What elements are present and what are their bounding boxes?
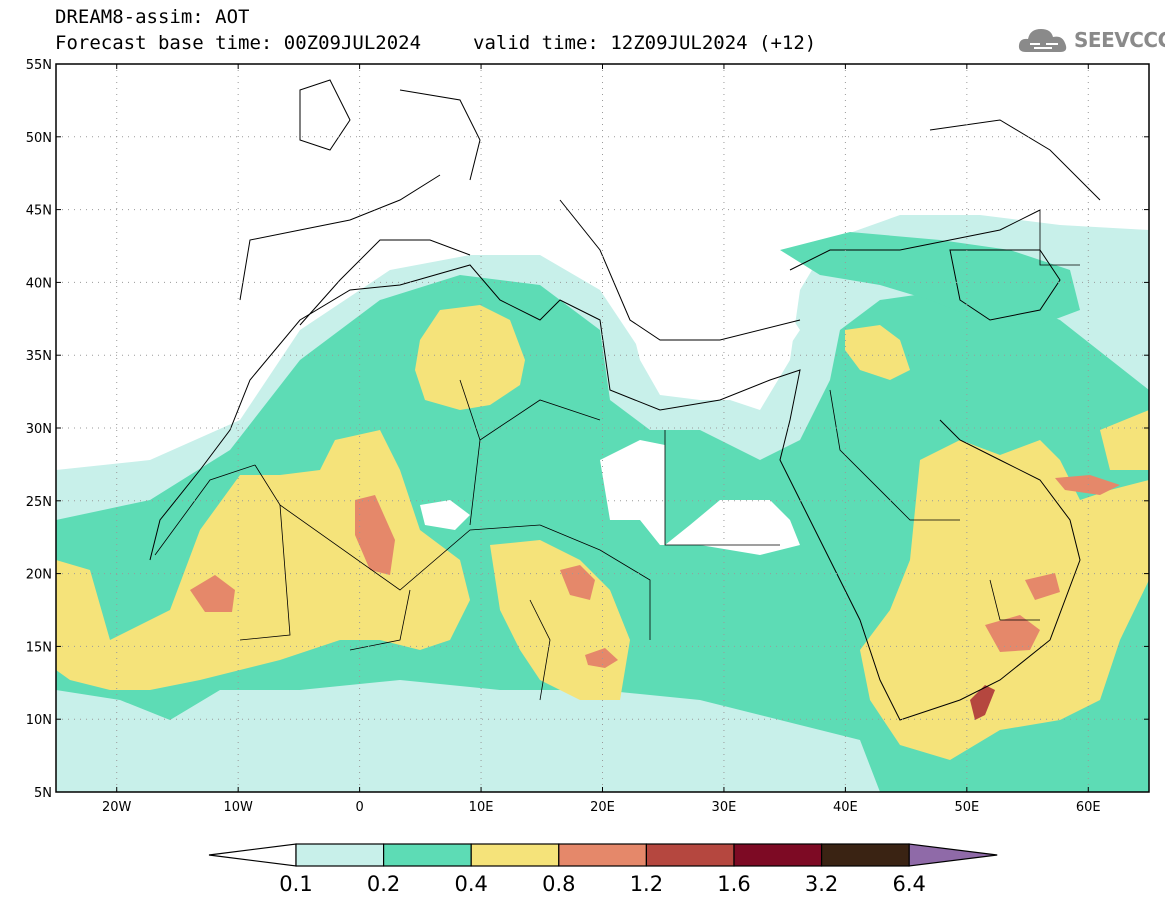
colorbar-swatch	[383, 843, 472, 867]
lat-tick-label: 30N	[26, 422, 52, 437]
colorbar-swatch	[470, 843, 560, 867]
lon-tick-label: 20E	[590, 800, 615, 815]
lon-tick-label: 50E	[954, 800, 979, 815]
aot-level-1.2	[970, 685, 995, 720]
forecast-base-time: Forecast base time: 00Z09JUL2024	[55, 32, 422, 54]
longitude-axis: 20W 10W 0 10E 20E 30E 40E 50E 60E	[102, 64, 1101, 815]
lon-tick-label: 40E	[833, 800, 858, 815]
map-title: DREAM8-assim: AOT	[55, 6, 250, 28]
colorbar-swatch	[295, 843, 385, 867]
time-info: Forecast base time: 00Z09JUL2024 valid ti…	[55, 33, 816, 53]
seevccc-logo: SEEVCCC	[1016, 22, 1165, 58]
lon-tick-label: 30E	[712, 800, 737, 815]
lat-tick-label: 25N	[26, 495, 52, 510]
colorbar-swatch	[820, 843, 910, 867]
colorbar-label: 0.1	[279, 872, 312, 896]
country-borders	[154, 210, 1080, 701]
aot-level-0.4	[56, 305, 1149, 760]
colorbar-low-triangle	[208, 843, 297, 867]
colorbar-label: 0.2	[367, 872, 400, 896]
lat-tick-label: 15N	[26, 640, 52, 655]
lon-tick-label: 20W	[102, 800, 132, 815]
graticule	[56, 64, 1149, 792]
lat-tick-label: 35N	[26, 349, 52, 364]
lon-tick-label: 10E	[469, 800, 494, 815]
colorbar-label: 1.2	[630, 872, 663, 896]
lon-tick-label: 60E	[1076, 800, 1101, 815]
lat-tick-label: 40N	[26, 276, 52, 291]
lat-tick-label: 20N	[26, 568, 52, 583]
colorbar: 0.1 0.2 0.4 0.8 1.2 1.6 3.2 6.4	[208, 843, 998, 896]
lat-tick-label: 10N	[26, 713, 52, 728]
colorbar-swatch	[733, 843, 823, 867]
latitude-axis: 55N 50N 45N 40N 35N 30N 25N 20N 15N 10N 5N	[26, 58, 1149, 801]
colorbar-label: 3.2	[805, 872, 838, 896]
coastlines	[149, 79, 1101, 721]
colorbar-label: 0.8	[542, 872, 575, 896]
colorbar-label: 1.6	[717, 872, 750, 896]
lat-tick-label: 5N	[34, 786, 52, 801]
cloud-icon	[1018, 29, 1067, 52]
aot-level-0.8	[190, 475, 1120, 668]
lat-tick-label: 55N	[26, 58, 52, 73]
colorbar-label: 0.4	[454, 872, 487, 896]
valid-time: valid time: 12Z09JUL2024 (+12)	[473, 32, 817, 54]
logo-text: SEEVCCC	[1074, 28, 1165, 52]
lat-tick-label: 45N	[26, 204, 52, 219]
lon-tick-label: 10W	[223, 800, 253, 815]
colorbar-swatch	[645, 843, 735, 867]
lon-tick-label: 0	[355, 800, 363, 815]
lat-tick-label: 50N	[26, 131, 52, 146]
colorbar-swatch	[558, 843, 647, 867]
aot-low-patches	[420, 290, 800, 555]
aot-shading	[56, 215, 1149, 792]
colorbar-label: 6.4	[892, 872, 925, 896]
colorbar-high-triangle	[908, 843, 998, 867]
